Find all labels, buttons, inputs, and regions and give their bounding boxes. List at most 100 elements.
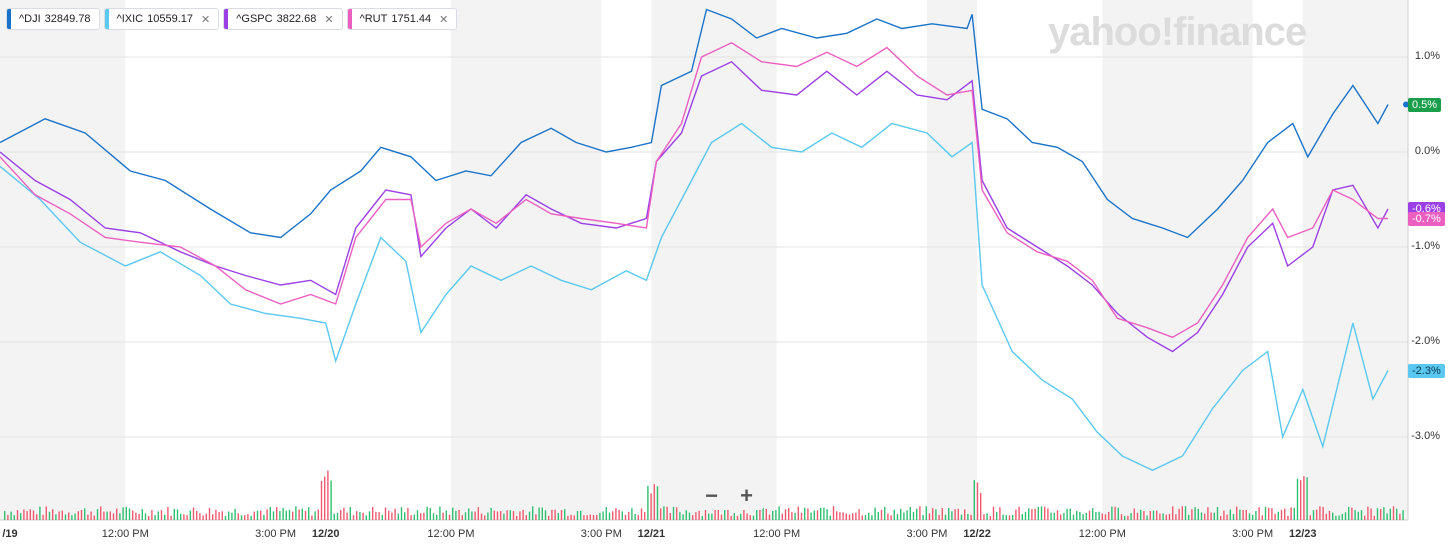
volume-bar	[426, 506, 428, 520]
volume-bar	[871, 515, 873, 520]
volume-bar	[631, 508, 633, 520]
volume-bar	[634, 513, 636, 520]
volume-bar	[176, 509, 179, 520]
close-icon[interactable]: ✕	[439, 13, 449, 26]
volume-bar	[996, 511, 998, 520]
volume-bar	[471, 511, 473, 520]
volume-bar	[391, 512, 393, 520]
series-line-dji	[0, 8, 1389, 239]
volume-bar	[141, 509, 143, 520]
volume-bar	[423, 512, 425, 520]
volume-bar	[1117, 507, 1119, 520]
volume-bar	[231, 512, 233, 520]
zoom-in-button[interactable]: +	[740, 483, 753, 508]
volume-bar	[778, 506, 780, 520]
volume-bar	[1261, 515, 1263, 520]
legend-chip-dji[interactable]: ^DJI 32849.78	[6, 8, 100, 30]
volume-bar	[692, 515, 694, 520]
volume-bar	[237, 513, 239, 520]
volume-bar	[151, 510, 153, 520]
volume-bar	[378, 512, 380, 520]
volume-bar	[957, 508, 959, 520]
volume-bar	[352, 515, 355, 520]
volume-bar	[560, 510, 563, 520]
volume-bar	[484, 515, 486, 520]
volume-bar	[1248, 513, 1251, 520]
volume-bar	[781, 513, 783, 520]
volume-bar	[1197, 508, 1199, 520]
volume-bar	[36, 514, 38, 520]
volume-bar	[688, 512, 691, 520]
volume-bar	[1095, 511, 1097, 520]
volume-bar	[714, 509, 716, 520]
volume-bar	[813, 510, 815, 520]
volume-bar	[324, 476, 326, 520]
volume-bar	[1252, 514, 1254, 520]
volume-bar	[522, 509, 524, 520]
legend-swatch	[224, 9, 229, 29]
volume-bar	[487, 512, 489, 520]
volume-bar	[647, 485, 649, 520]
volume-bar	[676, 507, 678, 520]
volume-bar	[394, 508, 396, 520]
volume-bar	[180, 513, 182, 520]
volume-bar	[7, 514, 9, 520]
volume-bar	[490, 507, 492, 520]
volume-bar	[106, 511, 108, 520]
legend-swatch	[104, 9, 109, 29]
volume-bar	[810, 512, 812, 520]
volume-bar	[346, 512, 348, 520]
volume-bar	[752, 515, 755, 520]
session-band	[1302, 0, 1408, 520]
legend-chip-ixic[interactable]: ^IXIC 10559.17 ✕	[103, 8, 220, 30]
volume-bar	[762, 507, 764, 520]
volume-bar	[234, 508, 236, 520]
volume-bar	[1303, 476, 1305, 520]
x-tick-label: 12/22	[963, 528, 991, 540]
volume-bar	[1098, 511, 1100, 520]
session-band	[926, 0, 978, 520]
volume-bar	[986, 513, 988, 520]
volume-bar	[653, 484, 655, 520]
volume-bar	[1376, 508, 1379, 520]
volume-bar	[42, 514, 44, 520]
volume-bar	[1255, 511, 1257, 520]
volume-bar	[100, 506, 102, 520]
volume-bar	[704, 509, 707, 520]
volume-bar	[912, 512, 915, 520]
volume-bar	[816, 510, 819, 520]
legend-chip-rut[interactable]: ^RUT 1751.44 ✕	[346, 8, 458, 30]
volume-bar	[1386, 513, 1388, 520]
volume-bar	[39, 506, 41, 520]
zoom-out-button[interactable]: −	[705, 483, 718, 508]
volume-bar	[765, 508, 767, 520]
volume-bar	[1367, 506, 1369, 520]
legend-symbol: ^GSPC	[236, 13, 273, 25]
close-icon[interactable]: ✕	[324, 13, 334, 26]
volume-bar	[970, 514, 972, 520]
volume-bar	[512, 511, 515, 520]
legend: ^DJI 32849.78 ^IXIC 10559.17 ✕ ^GSPC 382…	[6, 8, 458, 30]
volume-bar	[1133, 508, 1135, 520]
volume-bar	[381, 514, 383, 520]
volume-bar	[1370, 508, 1372, 520]
volume-bar	[173, 508, 175, 520]
volume-bar	[109, 511, 111, 520]
volume-bar	[1242, 509, 1244, 520]
close-icon[interactable]: ✕	[201, 13, 211, 26]
volume-bar	[679, 512, 681, 520]
x-tick-label: 12/20	[311, 528, 340, 540]
volume-bar	[1306, 477, 1308, 520]
volume-bar	[829, 515, 831, 520]
volume-bar	[1328, 510, 1331, 520]
x-tick-label: 12:00 PM	[101, 528, 149, 540]
volume-bar	[279, 511, 281, 520]
volume-bar	[416, 510, 419, 520]
volume-bar	[16, 510, 19, 520]
volume-bar	[1204, 513, 1206, 520]
volume-bar	[903, 512, 905, 520]
legend-chip-gspc[interactable]: ^GSPC 3822.68 ✕	[223, 8, 343, 30]
volume-bar	[519, 511, 521, 520]
x-tick-label: /19	[2, 528, 18, 540]
